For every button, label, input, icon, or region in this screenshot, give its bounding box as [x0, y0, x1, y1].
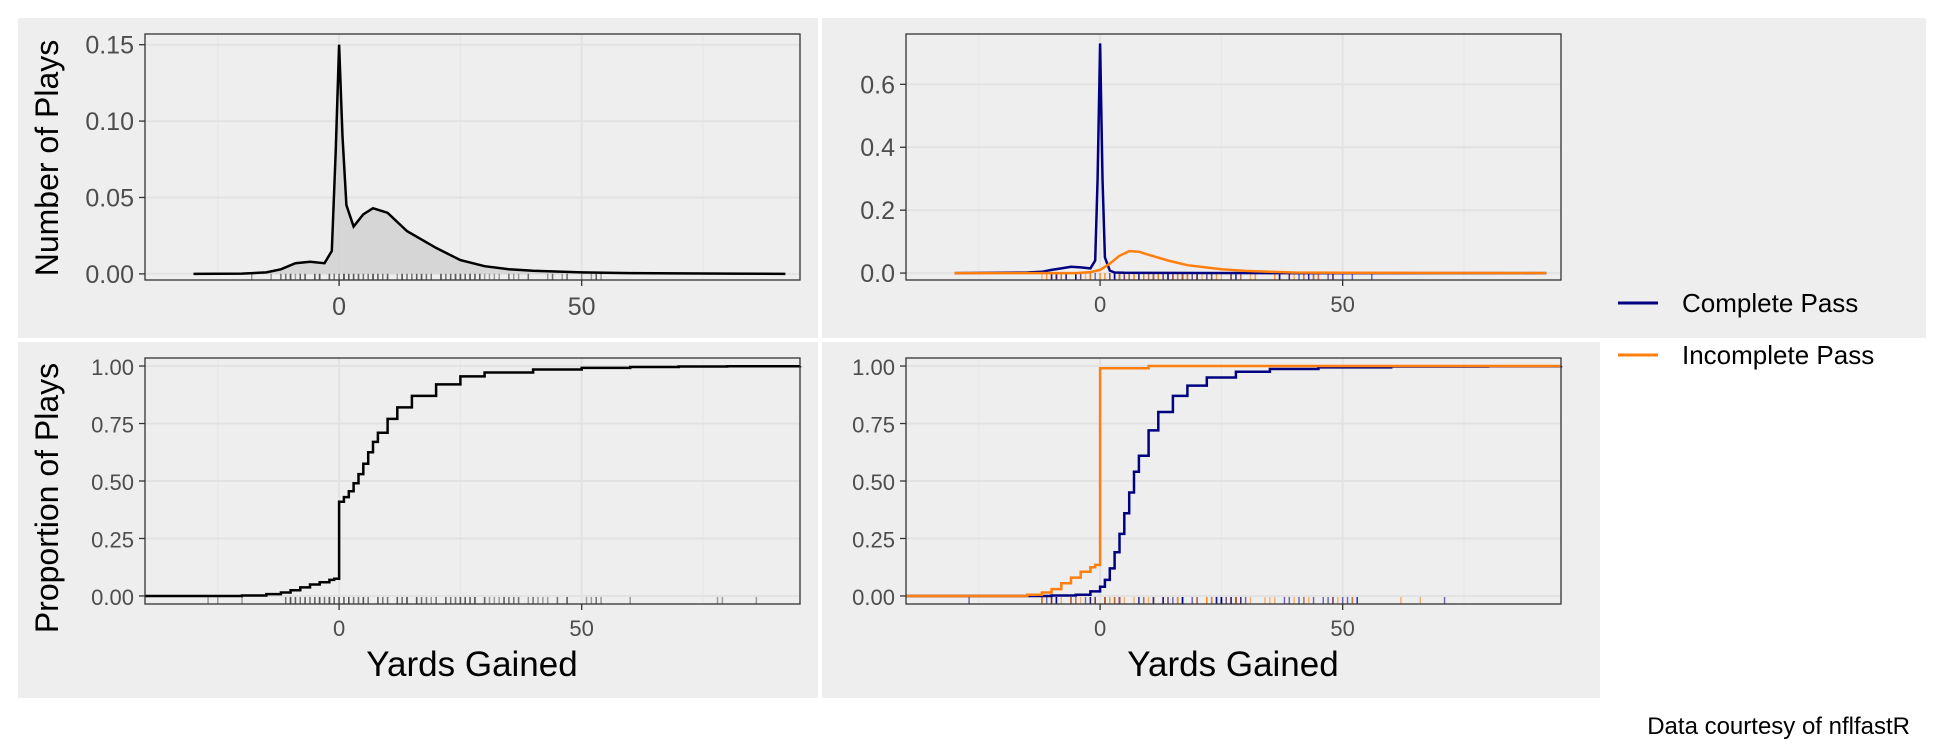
legend-label-complete: Complete Pass	[1682, 288, 1858, 318]
x-axis-title-right: Yards Gained	[1127, 645, 1338, 684]
panel-bottom-right: 0.00 0.25 0.50 0.75 1.00 0 50	[852, 355, 1561, 641]
y-tick-label: 1.00	[91, 355, 134, 380]
y-axis-title-bottom: Proportion of Plays	[29, 363, 65, 633]
y-tick-label: 0.50	[852, 470, 895, 495]
x-tick-label: 0	[1094, 292, 1106, 317]
x-axis-title-left: Yards Gained	[366, 645, 577, 684]
y-tick-label: 0.50	[91, 470, 134, 495]
caption: Data courtesy of nflfastR	[1647, 713, 1910, 740]
y-tick-label: 0.75	[91, 413, 134, 438]
y-tick-label: 1.00	[852, 355, 895, 380]
panel-top-left: 0.00 0.05 0.10 0.15 0 50	[85, 32, 800, 321]
y-tick-label: 0.75	[852, 413, 895, 438]
plot-area	[906, 34, 1561, 280]
panel-top-right: 0.0 0.2 0.4 0.6 0 50	[860, 34, 1561, 317]
y-tick-label: 0.15	[85, 32, 134, 60]
legend-label-incomplete: Incomplete Pass	[1682, 340, 1874, 370]
y-tick-label: 0.00	[85, 261, 134, 289]
panel-bottom-left: 0.00 0.25 0.50 0.75 1.00 0 50	[91, 355, 800, 641]
x-tick-label: 0	[333, 616, 345, 641]
x-tick-label: 50	[569, 616, 593, 641]
y-tick-label: 0.0	[860, 260, 895, 288]
y-tick-label: 0.25	[852, 527, 895, 552]
y-tick-label: 0.05	[85, 184, 134, 212]
y-tick-label: 0.6	[860, 71, 895, 99]
y-tick-label: 0.00	[852, 585, 895, 610]
x-tick-label: 50	[1330, 292, 1354, 317]
x-tick-label: 0	[332, 293, 346, 321]
x-tick-label: 50	[568, 293, 596, 321]
y-tick-label: 0.10	[85, 108, 134, 136]
y-axis-title-top: Number of Plays	[29, 40, 65, 277]
x-tick-label: 0	[1094, 616, 1106, 641]
y-tick-label: 0.4	[860, 134, 895, 162]
y-tick-label: 0.2	[860, 197, 895, 225]
y-tick-label: 0.00	[91, 585, 134, 610]
x-tick-label: 50	[1330, 616, 1354, 641]
y-tick-label: 0.25	[91, 527, 134, 552]
plot-area	[145, 34, 800, 280]
